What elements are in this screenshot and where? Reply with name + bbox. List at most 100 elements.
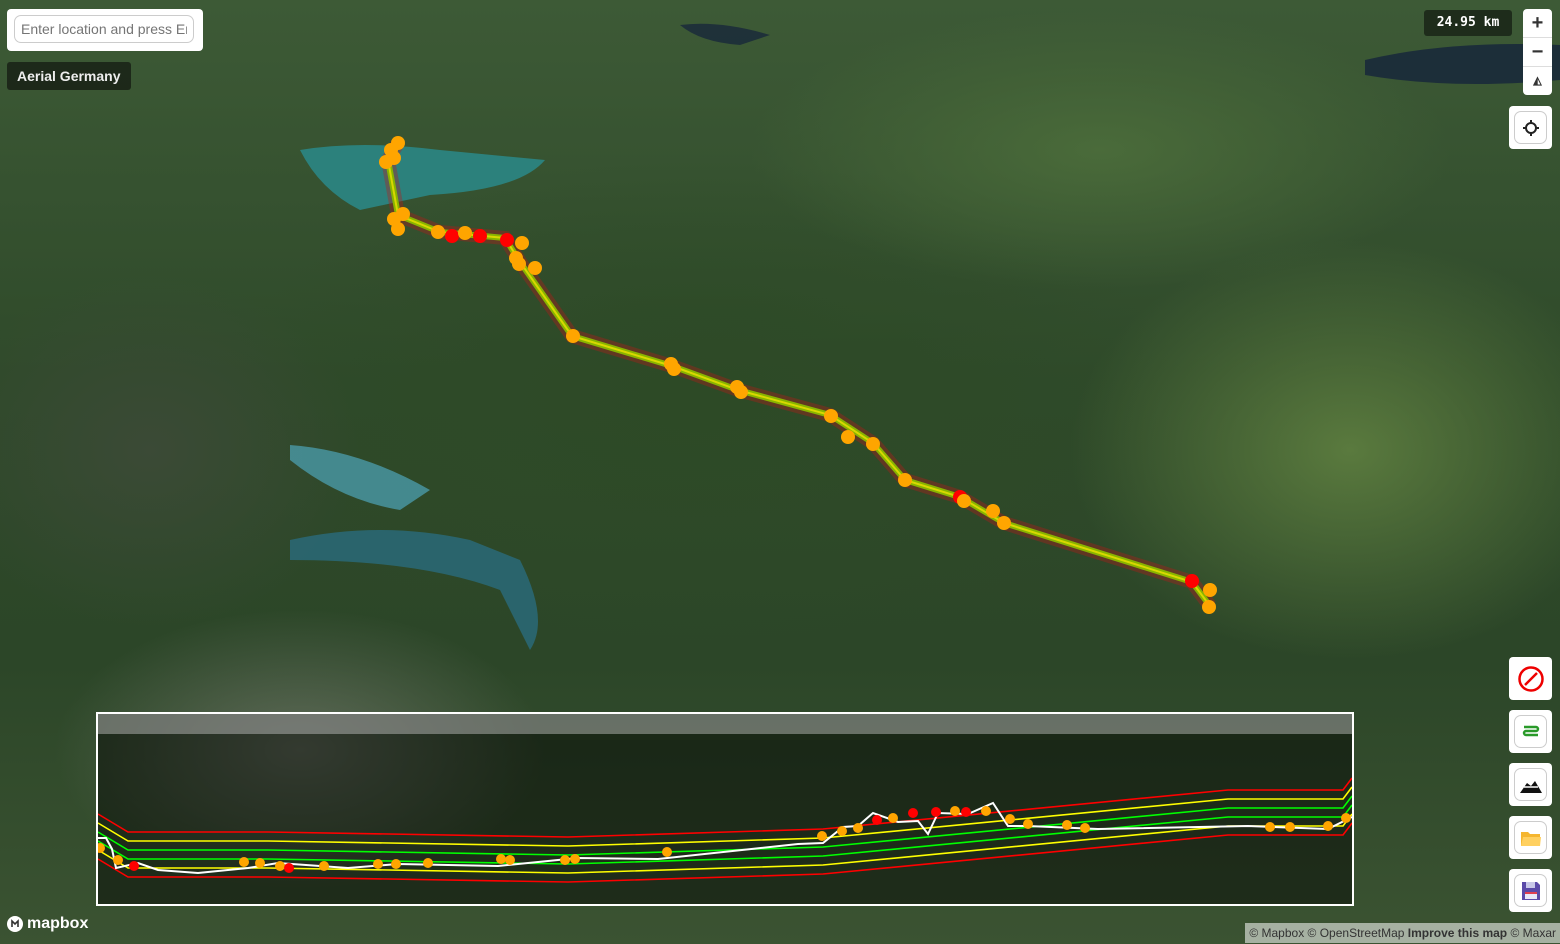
profile-waypoint-point — [1023, 819, 1033, 829]
mapbox-logo-text: mapbox — [27, 915, 89, 932]
search-input[interactable] — [14, 15, 194, 43]
profile-drag-handle[interactable] — [98, 714, 1352, 734]
waypoint-marker — [1202, 600, 1216, 614]
mapbox-logo[interactable]: mapbox — [6, 915, 88, 933]
route-band — [384, 141, 1213, 608]
zoom-out-button[interactable]: − — [1523, 38, 1552, 67]
crosshair-icon — [1522, 119, 1539, 136]
improve-map-link[interactable]: Improve this map — [1407, 926, 1508, 940]
waypoint-alert-marker — [500, 233, 514, 247]
profile-waypoint-point — [373, 859, 383, 869]
profile-waypoint-point — [1062, 820, 1072, 830]
profile-alert-point — [908, 808, 918, 818]
profile-waypoint-point — [570, 854, 580, 864]
waypoint-marker — [431, 225, 445, 239]
compass-button[interactable]: ◭ — [1533, 75, 1542, 87]
floppy-disk-icon — [1521, 881, 1540, 900]
lakes — [290, 23, 1560, 650]
profile-waypoint-point — [981, 806, 991, 816]
route-list-icon — [1522, 725, 1539, 736]
terrain-button[interactable] — [1509, 763, 1552, 806]
layers-button[interactable] — [1509, 710, 1552, 753]
waypoint-marker — [515, 236, 529, 250]
attrib-maxar[interactable]: © Maxar — [1510, 926, 1556, 940]
profile-waypoint-point — [113, 855, 123, 865]
profile-band-line — [98, 786, 1352, 847]
profile-band-line — [98, 795, 1352, 856]
clear-button[interactable] — [1509, 657, 1552, 700]
profile-waypoint-point — [1341, 813, 1351, 823]
profile-waypoint-point — [853, 823, 863, 833]
waypoint-marker — [841, 430, 855, 444]
profile-waypoint-point — [817, 831, 827, 841]
waypoint-marker — [1203, 583, 1217, 597]
profile-band-line — [98, 804, 1352, 865]
waypoint-marker — [997, 516, 1011, 530]
profile-terrain-line — [98, 801, 1352, 875]
route-corridor — [380, 139, 1216, 611]
mountain-icon — [1519, 780, 1542, 793]
profile-waypoint-point — [837, 826, 847, 836]
profile-waypoint-point — [496, 854, 506, 864]
attrib-mapbox[interactable]: © Mapbox — [1249, 926, 1305, 940]
waypoint-marker — [391, 222, 405, 236]
folder-icon — [1520, 831, 1541, 846]
profile-waypoint-point — [275, 861, 285, 871]
zoom-in-button[interactable]: + — [1523, 9, 1552, 38]
waypoint-alert-marker — [445, 229, 459, 243]
search-panel — [7, 9, 203, 51]
profile-waypoint-point — [662, 847, 672, 857]
profile-waypoint-point — [560, 855, 570, 865]
scale-readout: 24.95 km — [1424, 10, 1512, 36]
waypoint-marker — [866, 437, 880, 451]
save-button[interactable] — [1509, 869, 1552, 912]
waypoint-marker — [379, 155, 393, 169]
profile-alert-point — [961, 807, 971, 817]
profile-band-line — [98, 777, 1352, 838]
profile-waypoint-point — [505, 855, 515, 865]
waypoint-alert-marker — [473, 229, 487, 243]
no-entry-icon — [1517, 665, 1544, 692]
profile-alert-point — [284, 863, 294, 873]
map-style-label: Aerial Germany — [7, 62, 131, 90]
attribution: © Mapbox © OpenStreetMap Improve this ma… — [1245, 923, 1560, 943]
route-layer — [379, 136, 1217, 614]
waypoint-marker — [512, 257, 526, 271]
profile-waypoint-point — [391, 859, 401, 869]
open-button[interactable] — [1509, 816, 1552, 859]
profile-waypoint-point — [1080, 823, 1090, 833]
profile-waypoint-point — [888, 813, 898, 823]
waypoint-marker — [458, 226, 472, 240]
waypoint-marker — [734, 385, 748, 399]
waypoint-marker — [566, 329, 580, 343]
zoom-controls: + − ◭ — [1523, 9, 1552, 95]
waypoint-marker — [898, 473, 912, 487]
attrib-osm[interactable]: © OpenStreetMap — [1307, 926, 1405, 940]
route-line — [386, 142, 1211, 607]
profile-waypoint-point — [255, 858, 265, 868]
waypoint-alert-marker — [1185, 574, 1199, 588]
profile-waypoint-point — [1265, 822, 1275, 832]
profile-waypoint-point — [1323, 821, 1333, 831]
profile-waypoint-point — [319, 861, 329, 871]
profile-band-line — [98, 822, 1352, 883]
profile-waypoint-point — [423, 858, 433, 868]
waypoint-marker — [957, 494, 971, 508]
profile-waypoint-point — [98, 843, 105, 853]
profile-waypoint-point — [1005, 814, 1015, 824]
waypoint-marker — [667, 362, 681, 376]
profile-waypoint-point — [239, 857, 249, 867]
profile-alert-point — [872, 815, 882, 825]
waypoint-marker — [986, 504, 1000, 518]
waypoint-marker — [824, 409, 838, 423]
profile-alert-point — [129, 861, 139, 871]
mapbox-logo-icon — [7, 916, 23, 932]
waypoint-marker — [528, 261, 542, 275]
geolocate-button[interactable] — [1509, 106, 1552, 149]
elevation-profile-panel[interactable] — [96, 712, 1354, 906]
elevation-profile-chart — [98, 777, 1352, 883]
profile-alert-point — [931, 807, 941, 817]
profile-waypoint-point — [1285, 822, 1295, 832]
profile-waypoint-point — [950, 806, 960, 816]
